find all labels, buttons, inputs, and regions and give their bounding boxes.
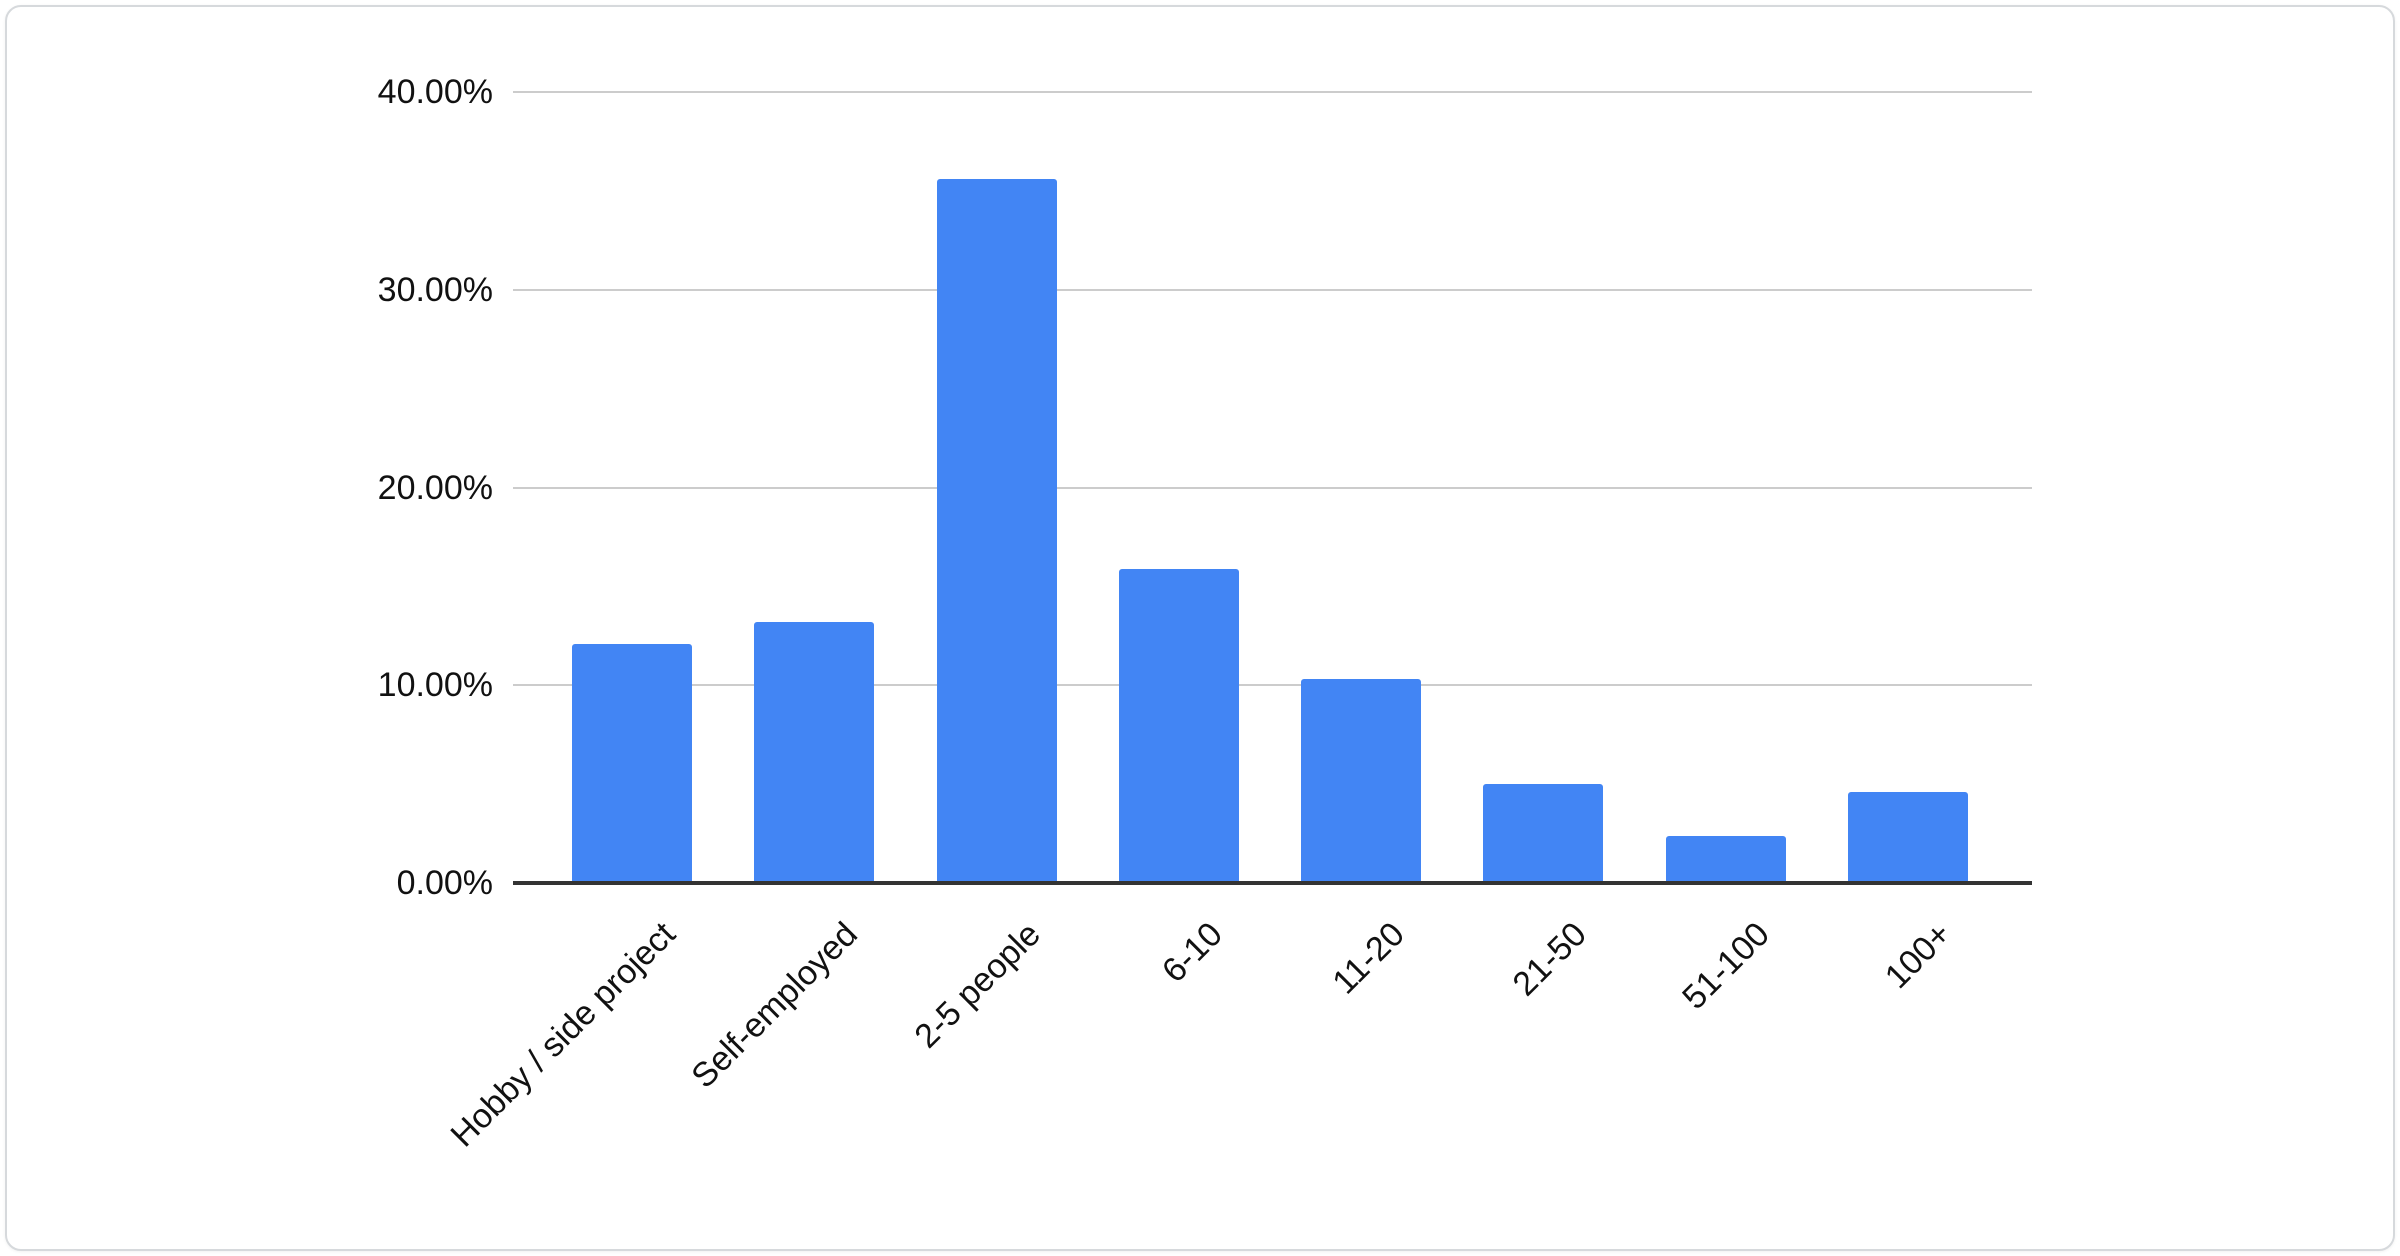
y-axis-tick-label-10: 10.00%	[377, 666, 493, 705]
bar-11-20	[1301, 679, 1422, 883]
y-axis-tick-label-40: 40.00%	[377, 73, 493, 111]
y-axis-tick-label-0: 0.00%	[396, 864, 493, 902]
x-axis-label-hobby-side-project: Hobby / side project	[443, 915, 683, 1155]
gridline-10-percent	[513, 684, 2032, 687]
gridline-40-percent	[513, 91, 2032, 93]
bar-51-100	[1665, 835, 1786, 883]
bar-21-50	[1483, 784, 1604, 883]
bar-100	[1848, 792, 1968, 883]
gridline-30-percent	[513, 288, 2032, 291]
y-axis-tick-label-20: 20.00%	[377, 468, 493, 507]
gridline-20-percent	[513, 486, 2032, 489]
bar-self-employed	[754, 621, 875, 883]
y-axis-tick-label-30: 30.00%	[377, 270, 493, 309]
bar-2-5-people	[936, 179, 1057, 883]
bar-hobby-side-project	[572, 643, 692, 883]
bar-6-10	[1118, 568, 1239, 883]
x-axis-line	[513, 881, 2032, 885]
